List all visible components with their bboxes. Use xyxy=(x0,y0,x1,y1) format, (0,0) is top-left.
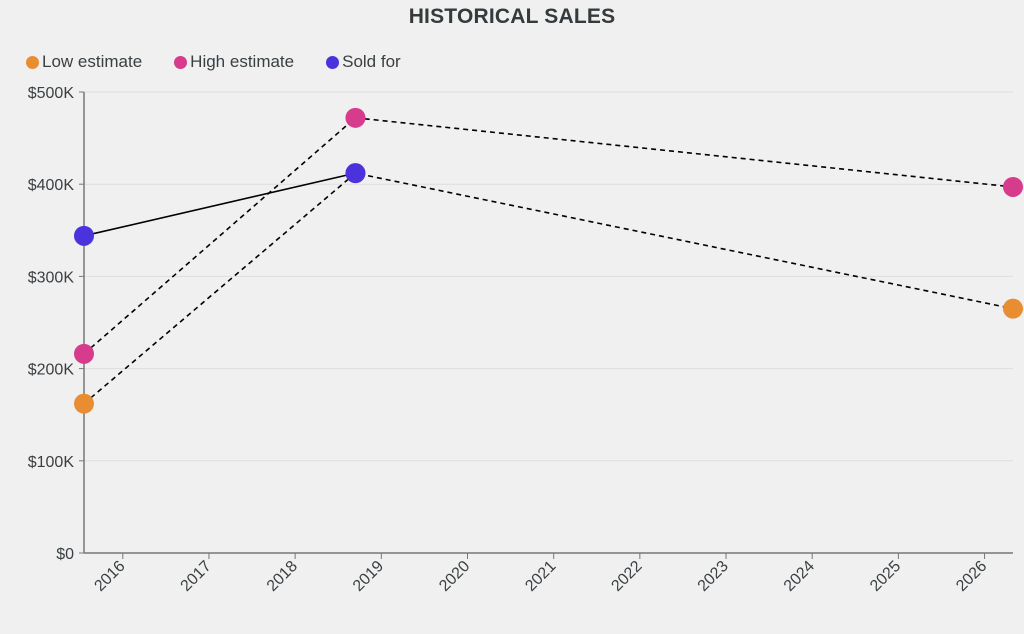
legend-label-low-estimate: Low estimate xyxy=(42,52,143,71)
series-points xyxy=(74,107,1023,414)
legend-dot-low-estimate xyxy=(26,55,39,69)
data-point-high-estimate xyxy=(74,343,94,364)
x-tick-label: 2021 xyxy=(522,558,559,595)
series-line-low-estimate xyxy=(83,172,1014,405)
chart-legend: Low estimate High estimate Sold for xyxy=(26,52,401,72)
y-tick-label: $200K xyxy=(28,362,75,379)
x-tick-label: 2024 xyxy=(781,558,818,595)
data-point-high-estimate xyxy=(345,107,366,128)
x-tick-label: 2026 xyxy=(953,558,990,595)
grid-lines xyxy=(84,91,1013,462)
x-tick-label: 2016 xyxy=(91,558,128,595)
legend-dot-sold-for xyxy=(326,55,340,69)
data-point-low-estimate xyxy=(1003,298,1023,319)
data-point-high-estimate xyxy=(1003,176,1023,197)
chart-title: HISTORICAL SALES xyxy=(408,5,616,28)
x-tick-label: 2019 xyxy=(350,558,387,595)
x-tick-label: 2017 xyxy=(178,558,215,595)
legend-dot-high-estimate xyxy=(174,55,188,69)
y-tick-label: $300K xyxy=(28,269,75,286)
series-line-sold-for xyxy=(83,172,356,237)
y-tick-label: $400K xyxy=(28,177,75,194)
y-tick-label: $500K xyxy=(28,85,75,102)
legend-label-high-estimate: High estimate xyxy=(190,52,295,71)
legend-item-low-estimate[interactable]: Low estimate xyxy=(26,52,142,72)
y-axis: $0 $100K $200K $300K $400K $500K xyxy=(28,85,85,563)
x-tick-label: 2020 xyxy=(436,558,473,595)
y-tick-label: $100K xyxy=(28,454,75,471)
x-tick-label: 2022 xyxy=(608,558,645,595)
series-line-high-estimate xyxy=(83,116,1014,355)
x-tick-label: 2023 xyxy=(695,558,732,595)
x-tick-label: 2018 xyxy=(264,558,301,595)
legend-item-high-estimate[interactable]: High estimate xyxy=(174,52,294,72)
legend-label-sold-for: Sold for xyxy=(342,52,401,71)
y-tick-label: $0 xyxy=(56,546,74,563)
data-point-sold-for xyxy=(345,163,366,184)
series-lines xyxy=(83,116,1014,405)
legend-item-sold-for[interactable]: Sold for xyxy=(326,52,401,72)
x-axis: 2016 2017 2018 2019 2020 2021 2022 2023 2024 2025… xyxy=(84,552,1013,595)
x-tick-label: 2025 xyxy=(867,558,904,595)
data-point-sold-for xyxy=(74,225,94,246)
data-point-low-estimate xyxy=(74,393,94,414)
